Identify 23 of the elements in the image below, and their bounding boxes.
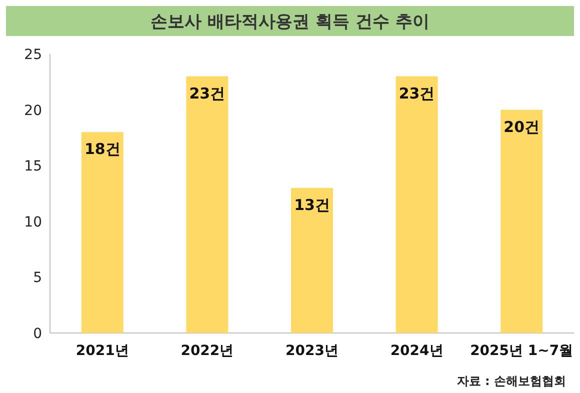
data-label: 13건 xyxy=(294,196,330,214)
bar xyxy=(291,188,333,333)
text: 자료 : 손해보험협회 xyxy=(456,374,566,388)
y-tick-label: 15 xyxy=(24,158,42,175)
y-tick-label: 10 xyxy=(24,214,42,230)
y-tick-label: 5 xyxy=(33,270,42,286)
bar xyxy=(396,76,438,333)
bar xyxy=(500,110,543,333)
data-label: 20건 xyxy=(504,118,540,136)
data-label: 23건 xyxy=(189,84,226,102)
bar xyxy=(81,132,124,333)
chart-title: 손보사 배타적사용권 획득 건수 추이 xyxy=(150,12,430,32)
x-tick-label: 2023년 xyxy=(286,343,338,359)
bar xyxy=(186,76,228,333)
x-tick-label: 2022년 xyxy=(180,343,234,359)
y-tick-label: 0 xyxy=(33,326,42,342)
data-label: 18건 xyxy=(84,140,120,158)
x-tick-label: 2024년 xyxy=(390,343,444,359)
y-tick-label: 20 xyxy=(24,102,42,119)
x-tick-label: 2025년 1~7월 xyxy=(470,343,574,359)
data-label: 23건 xyxy=(398,84,435,102)
y-tick-label: 25 xyxy=(24,47,42,63)
x-tick-label: 2021년 xyxy=(76,343,129,359)
